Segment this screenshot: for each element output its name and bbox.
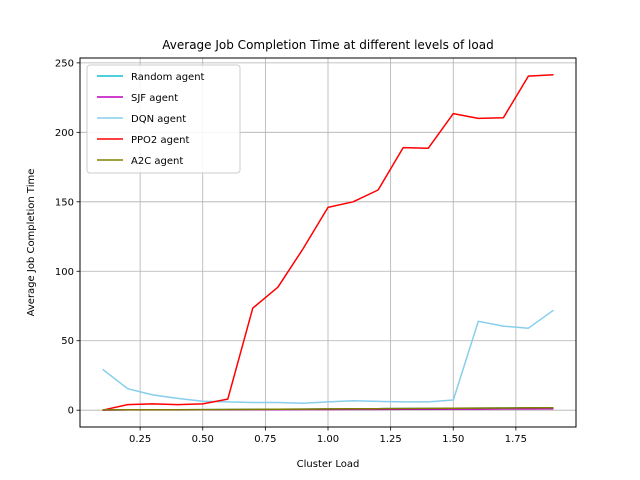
legend-label-random-agent: Random agent bbox=[131, 72, 205, 83]
series-line-dqn-agent bbox=[102, 309, 554, 404]
legend-box bbox=[86, 64, 241, 174]
series-lines bbox=[102, 73, 554, 411]
legend-label-dqn-agent: DQN agent bbox=[131, 114, 186, 125]
legend-label-sjf-agent: SJF agent bbox=[131, 93, 178, 104]
y-tick-label: 250 bbox=[55, 58, 74, 69]
chart-title: Average Job Completion Time at different… bbox=[162, 38, 493, 52]
x-axis-label: Cluster Load bbox=[297, 459, 360, 470]
legend-label-ppo2-agent: PPO2 agent bbox=[131, 135, 189, 146]
x-tick-label: 0.75 bbox=[254, 434, 276, 445]
y-tick-label: 150 bbox=[55, 197, 74, 208]
x-tick-label: 1.75 bbox=[505, 434, 527, 445]
y-tick-label: 200 bbox=[55, 128, 74, 139]
series-line-a2c-agent bbox=[102, 406, 554, 411]
x-tick-label: 1.25 bbox=[379, 434, 401, 445]
y-axis-label: Average Job Completion Time bbox=[26, 169, 37, 317]
legend: Random agent SJF agent DQN agent PPO2 agent… bbox=[86, 64, 241, 174]
series-line-ppo2-agent bbox=[102, 73, 554, 411]
x-axis-ticks: 0.25 0.50 0.75 1.00 1.25 1.50 1.75 bbox=[129, 427, 527, 445]
x-tick-label: 1.00 bbox=[317, 434, 339, 445]
y-tick-label: 50 bbox=[61, 336, 74, 347]
x-tick-label: 0.50 bbox=[192, 434, 214, 445]
x-tick-label: 1.50 bbox=[442, 434, 464, 445]
x-tick-label: 0.25 bbox=[129, 434, 151, 445]
y-tick-label: 0 bbox=[68, 406, 74, 417]
y-tick-label: 100 bbox=[55, 267, 74, 278]
y-axis-ticks: 0 50 100 150 200 250 bbox=[55, 58, 80, 417]
legend-label-a2c-agent: A2C agent bbox=[131, 156, 183, 167]
